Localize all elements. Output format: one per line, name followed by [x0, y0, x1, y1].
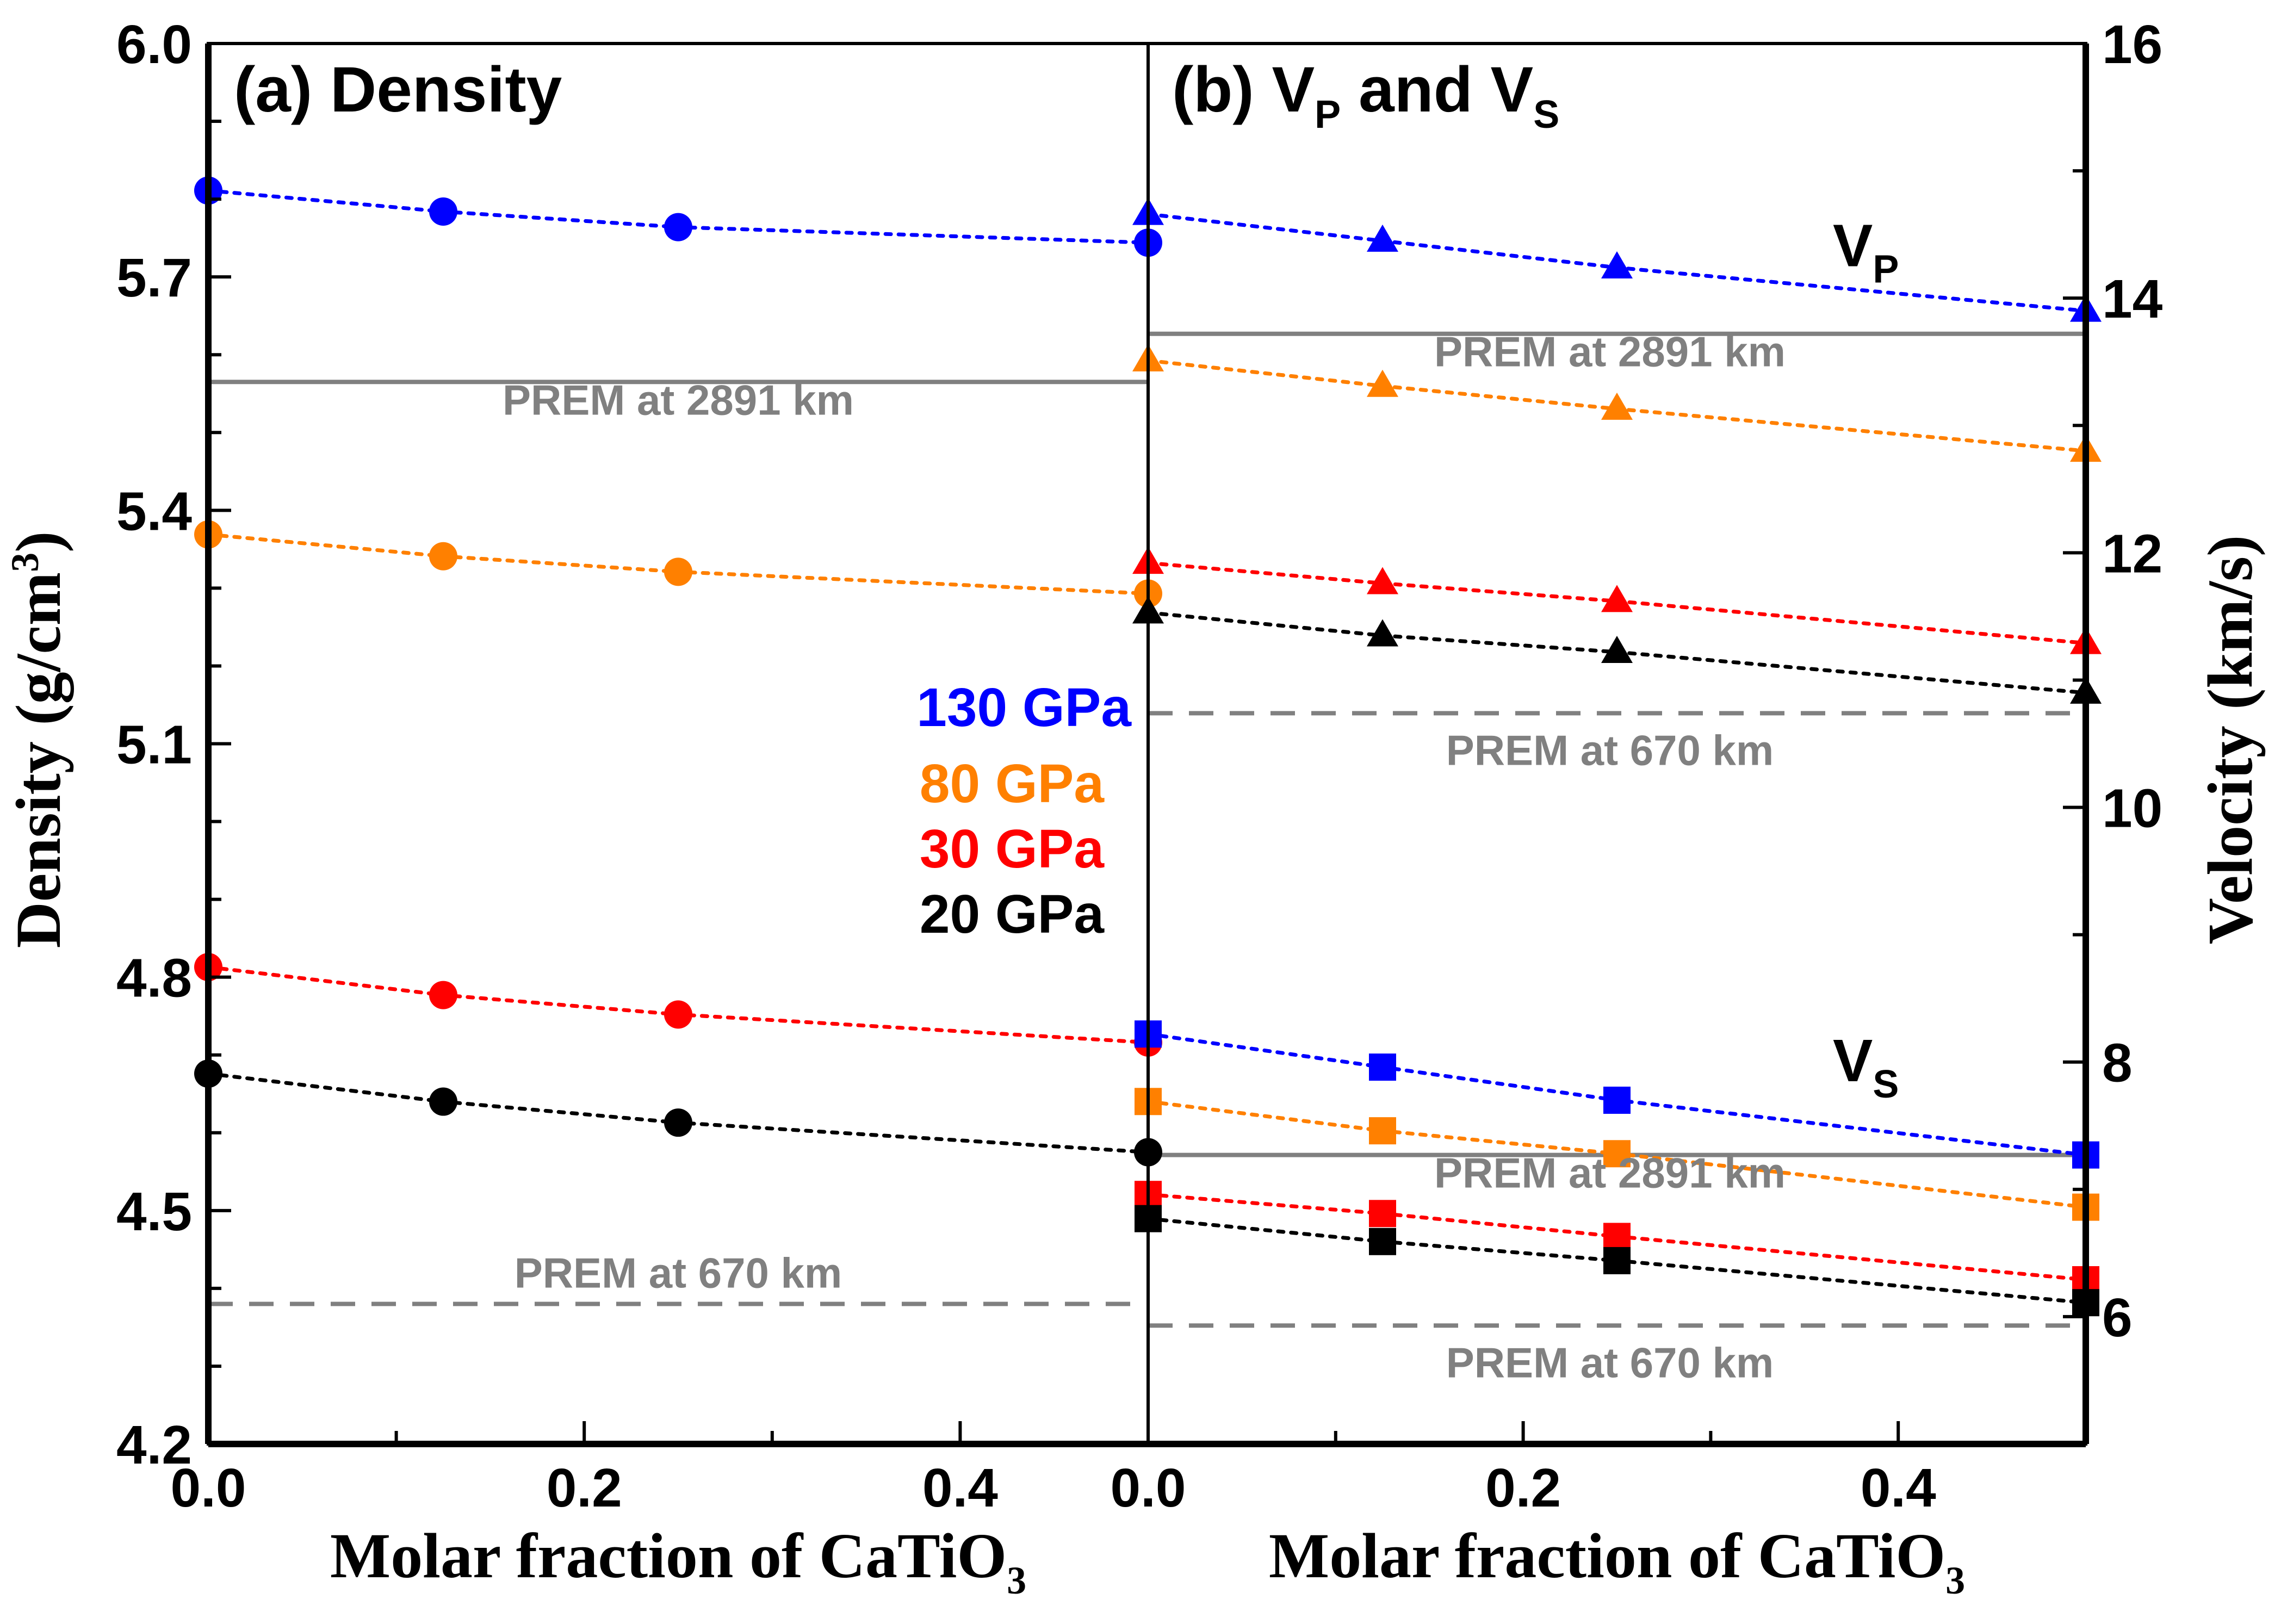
panel-b-point-0-1	[1367, 224, 1398, 252]
panel-a-ytick-label-6: 6.0	[116, 14, 192, 75]
panel-a-point-1-2	[664, 557, 692, 586]
panel-b-point-4-1	[1369, 1053, 1396, 1081]
panel-a-series-line-1	[206, 532, 1150, 596]
panel-b-point-5-1	[1369, 1117, 1396, 1145]
panel-a-prem-label-0: PREM at 2891 km	[503, 376, 854, 424]
panel-b-point-3-1	[1367, 619, 1398, 647]
panel-b-point-5-2	[1603, 1140, 1631, 1168]
panel-b-prem-label-1: PREM at 670 km	[1446, 726, 1774, 774]
panel-a-ytick-label-2: 4.8	[116, 948, 192, 1009]
panel-a-ytick-label-0: 4.2	[116, 1415, 192, 1476]
panel-a-point-2-2	[664, 1000, 692, 1029]
legend-item-80gpa: 80 GPa	[920, 753, 1105, 814]
panel-b-annotation-s: VS	[1833, 1027, 1899, 1106]
panel-b-series-line-5	[1146, 1099, 2088, 1210]
panel-b-xtick-label-0: 0.0	[1110, 1458, 1186, 1518]
panel-a-title: (a) Density	[234, 54, 562, 126]
panel-a-point-3-2	[664, 1108, 692, 1137]
y-axis-title-left: Density (g/cm3)	[3, 531, 74, 949]
panel-a-point-3-1	[429, 1087, 457, 1116]
panel-a-point-1-1	[429, 542, 457, 571]
panel-b-point-7-2	[1603, 1247, 1631, 1274]
panel-b-ytick-label-5: 16	[2102, 14, 2162, 75]
panel-a-ytick-label-5: 5.7	[116, 247, 192, 308]
panel-a-point-0-1	[429, 197, 457, 226]
panel-b-annotation-p: VP	[1833, 213, 1899, 292]
panel-b-point-3-2	[1601, 635, 1633, 663]
legend-item-130gpa: 130 GPa	[916, 677, 1132, 738]
panel-b-point-7-1	[1369, 1228, 1396, 1255]
panel-a-ytick-label-3: 5.1	[116, 715, 192, 776]
panel-a-prem-label-1: PREM at 670 km	[515, 1249, 842, 1297]
panel-b-series-line-4	[1146, 1032, 2088, 1157]
panel-b-ytick-label-0: 6	[2102, 1287, 2133, 1348]
x-axis-title-b: Molar fraction of CaTiO3	[1269, 1520, 1965, 1602]
panel-b-ytick-label-1: 8	[2102, 1033, 2133, 1094]
panel-b-ytick-label-4: 14	[2102, 269, 2163, 330]
panel-b-series-line-3	[1146, 610, 2088, 695]
axes	[205, 42, 2089, 1447]
panel-b-prem-label-0: PREM at 2891 km	[1434, 328, 1786, 376]
x-axis-title-a: Molar fraction of CaTiO3	[330, 1520, 1026, 1602]
panel-a-point-2-1	[429, 981, 457, 1009]
panel-b-prem-label-3: PREM at 670 km	[1446, 1338, 1774, 1386]
panel-b-series-line-2	[1146, 561, 2088, 646]
panel-a-point-0-2	[664, 213, 692, 241]
panel-b-series-line-6	[1146, 1192, 2088, 1282]
y-axis-title-right: Velocity (km/s)	[2195, 535, 2266, 945]
panel-b-prem-label-2: PREM at 2891 km	[1434, 1149, 1786, 1197]
legend-item-30gpa: 30 GPa	[920, 819, 1105, 879]
panel-a-xtick-label-2: 0.4	[922, 1458, 998, 1518]
panel-b-series-line-7	[1146, 1217, 2088, 1305]
panel-b-point-0-2	[1601, 251, 1633, 278]
panel-b-xtick-label-2: 0.4	[1861, 1458, 1936, 1518]
series-lines	[206, 188, 2088, 1305]
panel-b-point-6-1	[1369, 1200, 1396, 1228]
panel-b-point-2-1	[1367, 567, 1398, 594]
panel-a-series-line-3	[206, 1071, 1150, 1155]
panel-a-xtick-label-1: 0.2	[547, 1458, 622, 1518]
legend-item-20gpa: 20 GPa	[920, 884, 1105, 945]
panel-b-ytick-label-2: 10	[2102, 778, 2162, 839]
panel-b-ytick-label-3: 12	[2102, 523, 2162, 584]
panel-b-xtick-label-1: 0.2	[1485, 1458, 1561, 1518]
panel-a-ytick-label-4: 5.4	[116, 481, 192, 542]
panel-b-point-2-2	[1601, 585, 1633, 612]
panel-a-series-line-0	[206, 188, 1150, 245]
panel-a-xtick-label-0: 0.0	[170, 1458, 246, 1518]
panel-b-title: (b) VP and VS	[1172, 54, 1559, 137]
panel-b-series-line-0	[1146, 212, 2088, 313]
panel-b-point-6-2	[1603, 1223, 1631, 1250]
panel-a-series-line-2	[206, 965, 1150, 1045]
panel-b-point-4-2	[1603, 1086, 1631, 1114]
panel-b-series-line-1	[1146, 358, 2088, 453]
panel-a-ytick-label-1: 4.5	[116, 1181, 192, 1242]
panel-b-point-1-1	[1367, 369, 1398, 397]
panel-b-point-1-2	[1601, 392, 1633, 420]
text-labels: (a) Density (b) VP and VS 130 GPa 80 GPa…	[3, 14, 2266, 1602]
